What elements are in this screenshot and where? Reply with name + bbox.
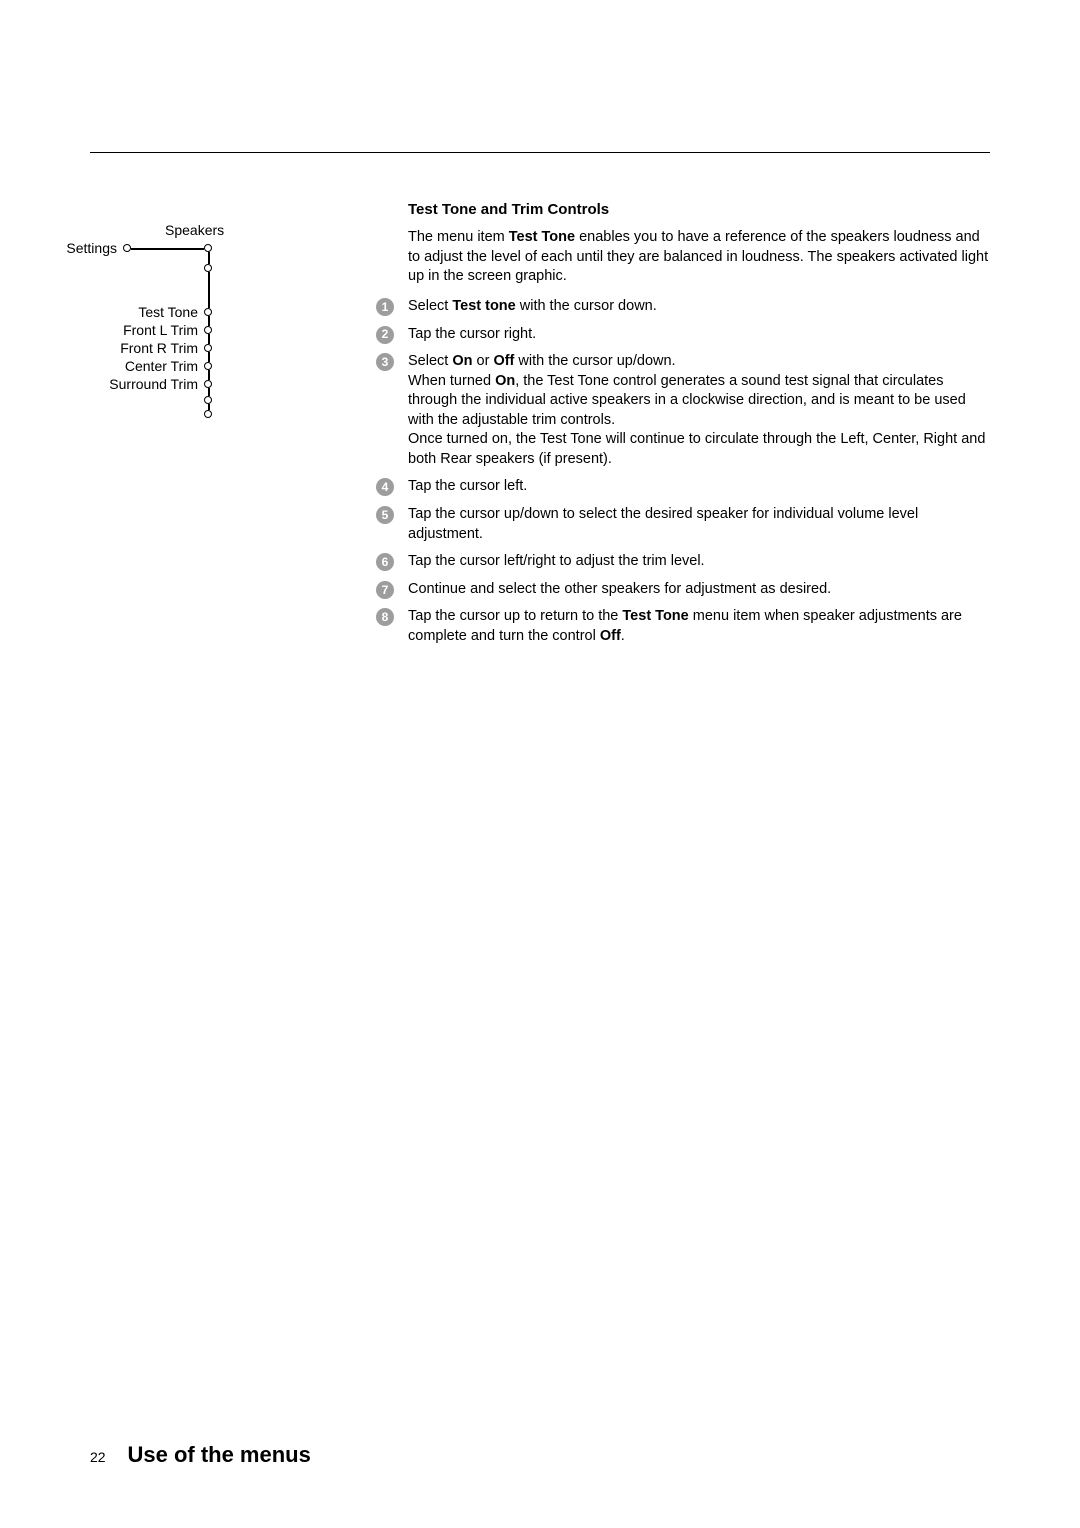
page-footer: 22 Use of the menus xyxy=(90,1442,311,1468)
tree-edge xyxy=(131,248,204,250)
manual-page: Settings Speakers Test Tone Front L Trim… xyxy=(0,0,1080,1528)
tree-edge xyxy=(208,252,210,264)
section-intro: The menu item Test Tone enables you to h… xyxy=(408,228,990,287)
tree-node xyxy=(204,326,212,334)
step-1: 1 Select Test tone with the cursor down. xyxy=(408,297,990,317)
step-bullet-icon: 3 xyxy=(376,353,394,371)
tree-item-label: Test Tone xyxy=(60,304,198,320)
tree-node xyxy=(204,362,212,370)
page-number: 22 xyxy=(90,1449,106,1465)
step-bullet-icon: 2 xyxy=(376,326,394,344)
step-bullet-icon: 4 xyxy=(376,478,394,496)
step-bullet-icon: 8 xyxy=(376,608,394,626)
tree-node xyxy=(204,308,212,316)
footer-title: Use of the menus xyxy=(127,1442,310,1468)
top-rule xyxy=(90,152,990,153)
tree-item-label: Front L Trim xyxy=(60,322,198,338)
section-content: Test Tone and Trim Controls The menu ite… xyxy=(408,200,990,654)
tree-node xyxy=(204,244,212,252)
step-8: 8 Tap the cursor up to return to the Tes… xyxy=(408,607,990,646)
tree-node xyxy=(204,410,212,418)
step-4: 4 Tap the cursor left. xyxy=(408,477,990,497)
step-bullet-icon: 5 xyxy=(376,506,394,524)
tree-edge xyxy=(208,316,210,326)
tree-edge xyxy=(208,388,210,396)
step-3: 3 Select On or Off with the cursor up/do… xyxy=(408,352,990,469)
tree-edge xyxy=(208,334,210,344)
tree-node xyxy=(123,244,131,252)
step-2: 2 Tap the cursor right. xyxy=(408,325,990,345)
tree-edge xyxy=(208,272,210,308)
step-7: 7 Continue and select the other speakers… xyxy=(408,580,990,600)
tree-node xyxy=(204,380,212,388)
tree-root-label: Settings xyxy=(0,240,117,256)
tree-node xyxy=(204,396,212,404)
step-5: 5 Tap the cursor up/down to select the d… xyxy=(408,505,990,544)
step-6: 6 Tap the cursor left/right to adjust th… xyxy=(408,552,990,572)
menu-tree-diagram: Settings Speakers Test Tone Front L Trim… xyxy=(0,200,360,460)
tree-item-label: Center Trim xyxy=(60,358,198,374)
tree-edge xyxy=(208,370,210,380)
tree-edge xyxy=(208,352,210,362)
tree-node xyxy=(204,344,212,352)
tree-item-label: Front R Trim xyxy=(60,340,198,356)
step-bullet-icon: 1 xyxy=(376,298,394,316)
step-bullet-icon: 6 xyxy=(376,553,394,571)
tree-item-label: Surround Trim xyxy=(60,376,198,392)
step-bullet-icon: 7 xyxy=(376,581,394,599)
section-title: Test Tone and Trim Controls xyxy=(408,200,990,220)
tree-node xyxy=(204,264,212,272)
tree-branch-label: Speakers xyxy=(165,222,224,238)
